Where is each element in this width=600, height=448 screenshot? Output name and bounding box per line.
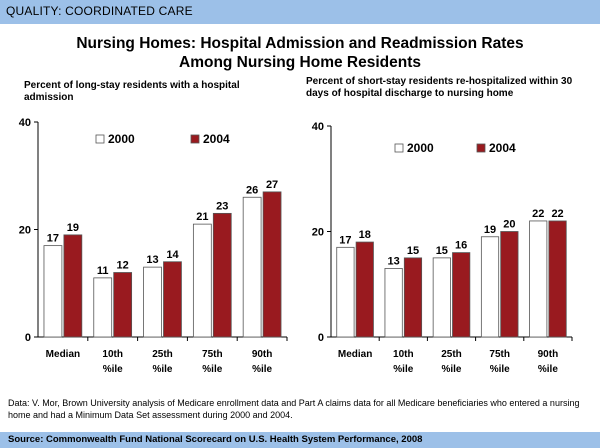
right-y-tick-label: 40 <box>312 121 324 133</box>
right-bar-2000 <box>480 236 500 338</box>
right-y-tick-label: 0 <box>318 332 324 344</box>
right-category-label: 10th <box>393 349 414 360</box>
left-bar-2004 <box>212 212 232 338</box>
right-category-label: %ile <box>490 364 510 375</box>
right-bar-label: 13 <box>387 255 399 267</box>
left-bar-2004 <box>262 191 282 338</box>
right-bar-label: 16 <box>455 240 467 252</box>
left-bar-label: 26 <box>246 184 258 196</box>
right-bar-label: 22 <box>551 208 563 220</box>
footer-bar: Source: Commonwealth Fund National Score… <box>0 432 600 448</box>
right-legend-label: 2004 <box>489 141 516 155</box>
left-category-label: 10th <box>102 349 123 360</box>
left-category-label: 75th <box>202 349 223 360</box>
right-bar-label: 15 <box>436 245 448 257</box>
left-bar-2004 <box>163 261 182 338</box>
right-chart-subtitle: Percent of short-stay residents re-hospi… <box>306 76 573 99</box>
left-legend-label: 2004 <box>203 132 230 146</box>
left-bar-label: 13 <box>146 254 158 266</box>
left-y-tick-label: 0 <box>25 332 31 344</box>
right-bar-2004 <box>548 220 567 338</box>
right-bar-2004 <box>452 252 471 338</box>
left-bar-2000 <box>93 277 113 338</box>
right-bar-2000 <box>336 246 355 338</box>
right-category-label: 90th <box>538 349 559 360</box>
footer-source: Source: Commonwealth Fund National Score… <box>8 434 423 445</box>
header-label: QUALITY: COORDINATED CARE <box>6 4 193 18</box>
right-bar-2004 <box>355 241 374 338</box>
right-category-label: Median <box>338 349 372 360</box>
right-legend-label: 2000 <box>407 141 434 155</box>
right-bar-2000 <box>384 268 403 338</box>
left-y-tick-label: 20 <box>19 225 31 237</box>
left-y-tick-label: 40 <box>19 117 31 129</box>
left-category-label: 90th <box>252 349 273 360</box>
left-category-label: %ile <box>202 364 222 375</box>
left-bar-label: 21 <box>196 211 208 223</box>
left-legend-label: 2000 <box>108 132 135 146</box>
left-bar-2000 <box>143 266 162 338</box>
title-line-2: Among Nursing Home Residents <box>179 54 421 71</box>
left-bar-label: 14 <box>166 249 179 261</box>
left-bar-2000 <box>242 196 262 338</box>
data-note: Data: V. Mor, Brown University analysis … <box>8 398 580 420</box>
left-bar-label: 17 <box>47 233 59 245</box>
title-line-1: Nursing Homes: Hospital Admission and Re… <box>76 35 524 52</box>
right-bar-label: 22 <box>532 208 544 220</box>
right-bar-2000 <box>432 257 451 338</box>
right-bar-2004 <box>403 257 423 338</box>
right-bar-label: 19 <box>484 224 496 236</box>
left-category-label: %ile <box>152 364 172 375</box>
right-bar-2004 <box>500 231 519 338</box>
left-category-label: Median <box>46 349 80 360</box>
right-category-label: %ile <box>441 364 461 375</box>
left-category-label: %ile <box>252 364 272 375</box>
left-bar-label: 12 <box>117 260 129 272</box>
left-bar-label: 23 <box>216 200 228 212</box>
right-y-tick-label: 20 <box>312 227 324 239</box>
right-category-label: 75th <box>489 349 510 360</box>
left-bar-2004 <box>113 272 133 338</box>
right-legend-swatch-2004 <box>476 143 486 153</box>
right-bar-label: 20 <box>503 219 515 231</box>
left-bar-2004 <box>63 234 83 338</box>
right-legend-swatch-2000 <box>394 143 404 153</box>
right-category-label: %ile <box>393 364 413 375</box>
left-legend-swatch-2000 <box>95 134 105 144</box>
left-bar-label: 27 <box>266 179 278 191</box>
left-category-label: %ile <box>103 364 123 375</box>
page-title: Nursing Homes: Hospital Admission and Re… <box>0 34 600 72</box>
right-category-label: 25th <box>441 349 462 360</box>
right-bar-2000 <box>529 220 548 338</box>
right-bar-label: 15 <box>407 245 419 257</box>
right-bar-label: 18 <box>359 229 371 241</box>
left-bar-2000 <box>192 223 212 338</box>
left-legend-swatch-2004 <box>190 134 200 144</box>
right-bar-label: 17 <box>339 234 351 246</box>
left-bar-label: 19 <box>67 222 79 234</box>
left-bar-label: 11 <box>97 265 109 277</box>
right-category-label: %ile <box>538 364 558 375</box>
left-category-label: 25th <box>152 349 173 360</box>
header-bar: QUALITY: COORDINATED CARE <box>0 0 600 24</box>
left-chart-subtitle: Percent of long-stay residents with a ho… <box>24 80 240 103</box>
left-bar-2000 <box>43 245 63 338</box>
